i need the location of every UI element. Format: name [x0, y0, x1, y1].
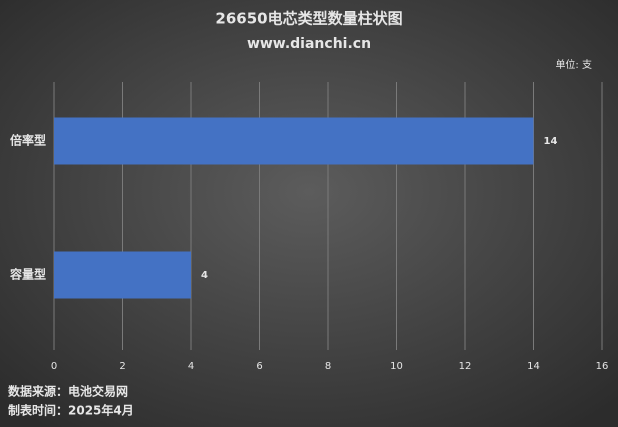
data-label: 4: [201, 270, 208, 281]
x-tick-label: 10: [390, 361, 403, 372]
bar: [54, 251, 191, 299]
x-tick-label: 8: [325, 361, 331, 372]
x-tick-label: 12: [459, 361, 472, 372]
chart-subtitle: www.dianchi.cn: [247, 36, 371, 52]
unit-label: 单位: 支: [555, 58, 592, 71]
x-tick-label: 4: [188, 361, 194, 372]
bar: [54, 117, 534, 165]
x-tick-label: 14: [527, 361, 540, 372]
chart-title: 26650电芯类型数量柱状图: [215, 10, 402, 28]
x-tick-label: 16: [596, 361, 609, 372]
y-tick-label: 容量型: [9, 267, 46, 282]
x-tick-label: 6: [256, 361, 262, 372]
source-note: 数据来源：电池交易网: [8, 384, 128, 399]
x-tick-label: 2: [119, 361, 125, 372]
y-tick-label: 倍率型: [10, 133, 46, 148]
data-label: 14: [544, 136, 558, 147]
x-tick-label: 0: [51, 361, 57, 372]
date-note: 制表时间：2025年4月: [8, 403, 134, 418]
